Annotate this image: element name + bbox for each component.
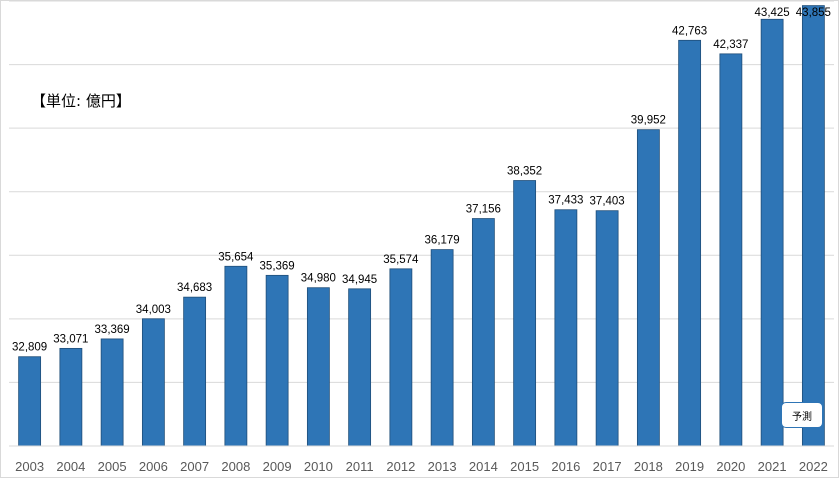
bar-2021 [760, 18, 784, 447]
unit-label: 【単位: 億円】 [31, 92, 131, 110]
x-tick-2021: 2021 [758, 459, 787, 474]
bar-2010 [306, 287, 330, 447]
x-tick-2010: 2010 [304, 459, 333, 474]
bar-2004 [59, 347, 83, 447]
bar-2019 [678, 39, 702, 447]
x-tick-2005: 2005 [98, 459, 127, 474]
bar-2005 [100, 338, 124, 447]
x-tick-2017: 2017 [593, 459, 622, 474]
bar-2017 [595, 210, 619, 447]
data-label-2017: 37,403 [590, 196, 625, 208]
bar-2003 [18, 356, 42, 447]
bar-2015 [513, 180, 537, 447]
bar-2012 [389, 268, 413, 447]
x-tick-2020: 2020 [716, 459, 745, 474]
data-label-2019: 42,763 [672, 25, 707, 37]
x-tick-2012: 2012 [386, 459, 415, 474]
bar-2022 [801, 5, 825, 447]
data-label-2006: 34,003 [136, 304, 171, 316]
bar-2008 [224, 265, 248, 447]
x-tick-2007: 2007 [180, 459, 209, 474]
data-label-2012: 35,574 [383, 254, 419, 266]
data-label-2016: 37,433 [548, 195, 583, 207]
bar-2014 [471, 218, 495, 447]
x-tick-2015: 2015 [510, 459, 539, 474]
data-label-2010: 34,980 [301, 273, 336, 285]
data-label-2015: 38,352 [507, 166, 542, 178]
data-labels: 32,809 33,071 33,369 34,003 34,683 35,654 35,3… [12, 7, 831, 354]
x-tick-2006: 2006 [139, 459, 168, 474]
bar-2018 [636, 129, 660, 447]
data-label-2009: 35,369 [260, 260, 295, 272]
bar-2013 [430, 249, 454, 447]
x-tick-2008: 2008 [221, 459, 250, 474]
data-label-2022: 43,855 [796, 7, 831, 19]
data-label-2003: 32,809 [12, 342, 47, 354]
bar-2020 [719, 53, 743, 447]
data-label-2008: 35,654 [218, 251, 254, 263]
data-label-2013: 36,179 [425, 235, 460, 247]
data-label-2004: 33,071 [53, 333, 88, 345]
x-tick-2016: 2016 [551, 459, 580, 474]
forecast-label: 予測 [792, 411, 812, 423]
data-label-2014: 37,156 [466, 204, 501, 216]
x-axis-ticks: 2003 2004 2005 2006 2007 2008 2009 2010 2011 2012… [15, 459, 828, 474]
data-label-2007: 34,683 [177, 282, 212, 294]
x-tick-2019: 2019 [675, 459, 704, 474]
bar-2007 [183, 296, 207, 447]
data-label-2021: 43,425 [755, 7, 790, 19]
data-label-2020: 42,337 [713, 39, 748, 51]
x-tick-2018: 2018 [634, 459, 663, 474]
forecast-badge: 予測 [781, 402, 823, 428]
x-tick-2011: 2011 [346, 459, 374, 474]
x-tick-2013: 2013 [428, 459, 457, 474]
x-tick-2022: 2022 [799, 459, 828, 474]
bar-2016 [554, 209, 578, 447]
x-tick-2009: 2009 [263, 459, 292, 474]
gridlines [9, 1, 834, 383]
x-tick-2004: 2004 [56, 459, 85, 474]
bar-2009 [265, 274, 289, 447]
x-tick-2014: 2014 [469, 459, 498, 474]
data-label-2018: 39,952 [631, 115, 666, 127]
bar-2006 [141, 318, 165, 447]
bar-2011 [348, 288, 372, 447]
bars [18, 5, 825, 447]
x-tick-2003: 2003 [15, 459, 44, 474]
data-label-2005: 33,369 [95, 324, 130, 336]
data-label-2011: 34,945 [342, 274, 377, 286]
